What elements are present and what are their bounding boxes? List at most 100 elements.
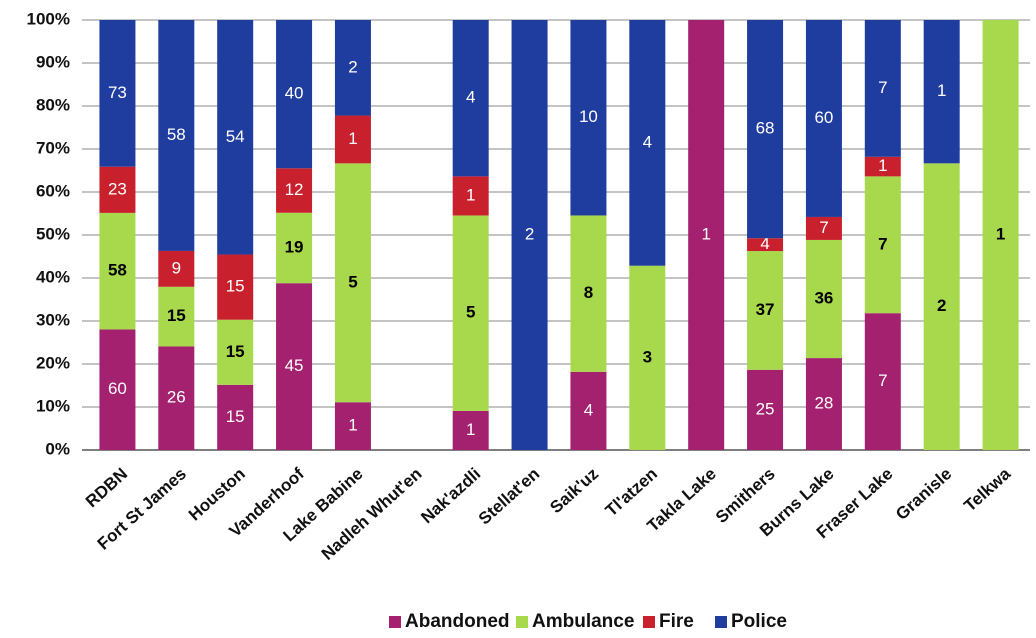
bar-segment	[334, 402, 371, 450]
bar-segment	[982, 20, 1019, 450]
legend-label: Ambulance	[532, 611, 634, 632]
bar-segment	[217, 254, 254, 320]
y-tick-label: 30%	[36, 310, 70, 329]
data-label: 10	[579, 107, 598, 126]
data-label: 12	[285, 180, 304, 199]
bar-segment	[747, 251, 784, 370]
data-label: 7	[878, 78, 887, 97]
data-label: 4	[584, 400, 593, 419]
data-label: 4	[760, 234, 769, 253]
data-label: 36	[814, 288, 833, 307]
bar-segment	[452, 176, 489, 216]
bar-segment	[923, 163, 960, 451]
bar-segment	[629, 265, 666, 450]
bar-segment	[158, 20, 195, 251]
bar-segment	[276, 283, 313, 450]
x-tick-label: Saik'uz	[546, 464, 602, 517]
data-label: 2	[525, 224, 534, 243]
data-label: 15	[167, 306, 186, 325]
legend-swatch	[715, 616, 727, 628]
bar-segment	[452, 410, 489, 450]
bar-segment	[805, 20, 842, 217]
bar-segment	[864, 313, 901, 450]
bar-segment	[511, 20, 548, 450]
bar-segment	[276, 212, 313, 284]
x-tick-label: Stellat'en	[475, 464, 543, 528]
bar-segment	[217, 20, 254, 255]
data-label: 37	[756, 300, 775, 319]
data-label: 26	[167, 388, 186, 407]
data-label: 5	[348, 272, 357, 291]
data-label: 1	[348, 416, 357, 435]
data-label: 7	[819, 218, 828, 237]
bar-segment	[747, 238, 784, 252]
data-label: 23	[108, 179, 127, 198]
data-label: 7	[878, 371, 887, 390]
legend-swatch	[389, 616, 401, 628]
data-label: 1	[466, 185, 475, 204]
data-label: 19	[285, 237, 304, 256]
y-tick-label: 0%	[45, 439, 70, 458]
bar-segment	[864, 156, 901, 177]
legend-swatch	[643, 616, 655, 628]
bar-segment	[99, 20, 136, 167]
data-label: 68	[756, 119, 775, 138]
bar-segment	[276, 168, 313, 213]
data-label: 1	[937, 81, 946, 100]
data-label: 28	[814, 394, 833, 413]
bar-segment	[805, 216, 842, 240]
bar-segment	[747, 20, 784, 239]
y-tick-label: 50%	[36, 224, 70, 243]
y-tick-label: 70%	[36, 138, 70, 157]
bar-segment	[805, 358, 842, 450]
bar-segment	[158, 346, 195, 450]
legend-label: Fire	[659, 611, 694, 632]
y-tick-label: 20%	[36, 353, 70, 372]
bar-segment	[864, 176, 901, 314]
data-label: 1	[348, 129, 357, 148]
bar-segment	[158, 250, 195, 287]
data-label: 25	[756, 399, 775, 418]
x-tick-label: Granisle	[892, 464, 955, 524]
data-label: 58	[167, 125, 186, 144]
x-tick-label: Telkwa	[960, 464, 1014, 516]
bar-segment	[158, 286, 195, 347]
y-tick-label: 60%	[36, 181, 70, 200]
data-label: 15	[226, 277, 245, 296]
bar-segment	[923, 20, 960, 164]
y-tick-label: 10%	[36, 396, 70, 415]
bar-segment	[217, 319, 254, 385]
data-label: 73	[108, 83, 127, 102]
bar-segment	[747, 369, 784, 450]
bar-segment	[688, 20, 725, 450]
x-tick-label: RDBN	[82, 464, 131, 511]
data-label: 2	[348, 57, 357, 76]
data-label: 4	[643, 132, 652, 151]
y-tick-label: 100%	[27, 9, 70, 28]
bar-segment	[805, 239, 842, 359]
bar-segment	[99, 166, 136, 213]
data-label: 7	[878, 234, 887, 253]
bar-segment	[334, 115, 371, 164]
data-label: 45	[285, 356, 304, 375]
data-label: 15	[226, 342, 245, 361]
bar-segment	[334, 163, 371, 403]
bar-segment	[570, 20, 607, 216]
legend-label: Police	[731, 611, 787, 632]
bar-segment	[99, 329, 136, 450]
data-label: 1	[701, 224, 710, 243]
bar-segment	[334, 20, 371, 116]
x-tick-label: Nadleh Whut'en	[318, 464, 426, 564]
data-label: 15	[226, 407, 245, 426]
x-tick-label: Tl'atzen	[602, 464, 661, 520]
bar-segment	[99, 212, 136, 330]
data-label: 2	[937, 296, 946, 315]
y-tick-label: 90%	[36, 52, 70, 71]
bar-segment	[276, 20, 313, 169]
data-label: 3	[643, 347, 652, 366]
data-label: 5	[466, 303, 475, 322]
data-label: 4	[466, 88, 475, 107]
bar-segment	[452, 20, 489, 177]
y-tick-label: 80%	[36, 95, 70, 114]
data-label: 9	[172, 258, 181, 277]
